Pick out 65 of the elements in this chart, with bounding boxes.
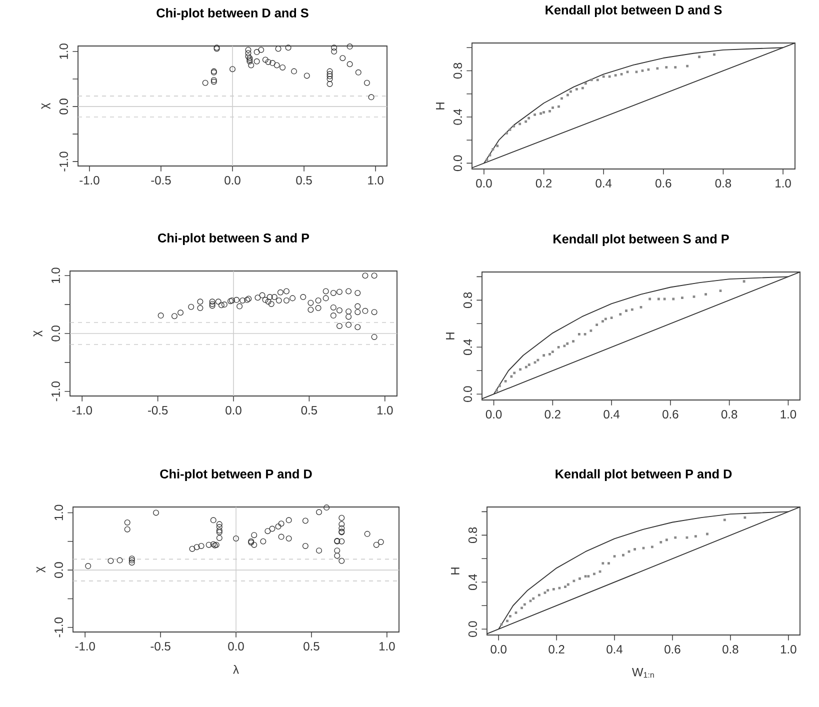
x-tick-label: -0.5 [150, 642, 170, 651]
y-tick-label: 1.0 [54, 504, 63, 520]
x-tick-label: 0.0 [486, 410, 502, 419]
chart-title: Kendall plot between P and D [556, 469, 732, 481]
y-tick-label: 0.8 [468, 527, 477, 544]
y-tick-label: 0.4 [453, 108, 462, 125]
x-axis-title: λ [233, 665, 239, 674]
y-tick-label: 0.4 [463, 339, 472, 356]
x-tick-label: 0.2 [544, 410, 560, 419]
x-tick-label: 1.0 [380, 642, 395, 651]
y-axis-title: χ [41, 102, 50, 110]
y-axis-title: H [451, 568, 460, 574]
x-tick-label: -0.5 [151, 176, 171, 185]
x-tick-label: 0.6 [656, 179, 672, 188]
chart-title: Kendall plot between S and P [554, 234, 729, 246]
chart-title: Kendall plot between D and S [546, 5, 722, 17]
x-tick-label: 0.8 [722, 645, 738, 654]
x-tick-label: -1.0 [80, 176, 100, 185]
chart-title: Chi-plot between P and D [160, 469, 312, 481]
x-tick-label: 0.4 [596, 179, 612, 188]
y-tick-label: -1.0 [59, 152, 68, 172]
x-tick-label: 0.2 [536, 179, 552, 188]
x-tick-label: 0.0 [226, 406, 242, 415]
y-axis-title: H [436, 102, 444, 110]
x-tick-label: 1.0 [776, 179, 791, 188]
y-axis-title: χ [36, 566, 46, 573]
y-tick-label: -1.0 [54, 618, 63, 638]
x-tick-label: 0.0 [228, 642, 244, 651]
x-tick-label: 0.5 [304, 642, 320, 651]
y-tick-label: 0.0 [468, 621, 477, 637]
x-tick-label: 0.5 [296, 176, 312, 185]
x-tick-label: 0.0 [490, 645, 506, 654]
y-tick-label: 0.0 [54, 562, 63, 578]
x-tick-label: 0.4 [606, 645, 622, 654]
y-tick-label: 0.8 [453, 62, 462, 79]
x-tick-label: -1.0 [72, 406, 92, 415]
y-axis-title: χ [33, 330, 42, 337]
x-tick-label: 1.0 [368, 176, 384, 185]
chart-title: Chi-plot between D and S [156, 8, 308, 20]
y-axis-title: H [446, 332, 454, 340]
x-tick-label: 0.2 [548, 645, 564, 654]
x-tick-label: 0.0 [476, 179, 492, 188]
x-tick-label: 0.6 [662, 410, 678, 419]
y-tick-label: -1.0 [51, 381, 60, 402]
y-tick-label: 0.8 [463, 292, 472, 308]
y-tick-label: 0.0 [453, 155, 462, 172]
x-tick-label: 0.4 [604, 410, 620, 419]
x-tick-label: 0.0 [224, 176, 240, 185]
x-tick-label: 0.8 [721, 410, 738, 419]
x-axis-title: W$_{1:n}$ [632, 668, 654, 678]
x-tick-label: -0.5 [148, 406, 168, 415]
y-tick-label: 1.0 [59, 44, 68, 59]
x-tick-label: 1.0 [780, 410, 796, 419]
chart-title: Chi-plot between S and P [158, 233, 310, 245]
y-tick-label: 0.0 [51, 326, 60, 342]
y-tick-label: 0.0 [59, 98, 68, 114]
y-tick-label: 1.0 [51, 268, 60, 284]
x-tick-label: 0.6 [664, 645, 680, 654]
x-tick-label: 0.5 [301, 406, 318, 415]
x-tick-label: 1.0 [780, 645, 796, 654]
x-tick-label: -1.0 [75, 642, 95, 651]
y-tick-label: 0.4 [468, 574, 477, 590]
x-tick-label: 0.8 [715, 179, 732, 188]
x-tick-label: 1.0 [377, 406, 393, 415]
y-tick-label: 0.0 [463, 386, 472, 402]
